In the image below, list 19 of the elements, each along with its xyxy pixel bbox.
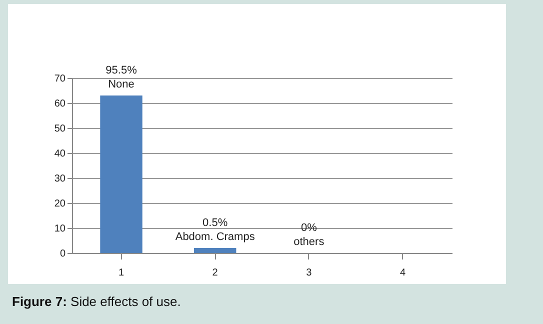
annotation: Abdom. Cramps: [175, 231, 256, 243]
x-tick-label: 3: [306, 268, 312, 278]
x-tick-label: 4: [400, 268, 406, 278]
annotation: None: [108, 78, 134, 90]
y-tick-label: 30: [54, 174, 66, 184]
y-tick-label: 40: [54, 148, 66, 160]
y-tick-label: 0: [60, 248, 66, 260]
annotation: 0%: [300, 222, 318, 234]
text: Figure 7: Side effects of use.: [12, 294, 181, 309]
y-tick-label: 70: [54, 74, 66, 84]
y-tick-label: 10: [54, 224, 66, 234]
annotation: others: [294, 236, 325, 248]
y-tick-label: 60: [54, 98, 66, 110]
y-tick-label: 20: [54, 198, 66, 210]
x-tick-label: 1: [118, 268, 124, 278]
annotation: 95.5%: [106, 64, 138, 76]
annotation: 0.5%: [202, 217, 228, 229]
y-tick-label: 50: [54, 124, 66, 134]
x-tick-label: 2: [212, 268, 218, 278]
